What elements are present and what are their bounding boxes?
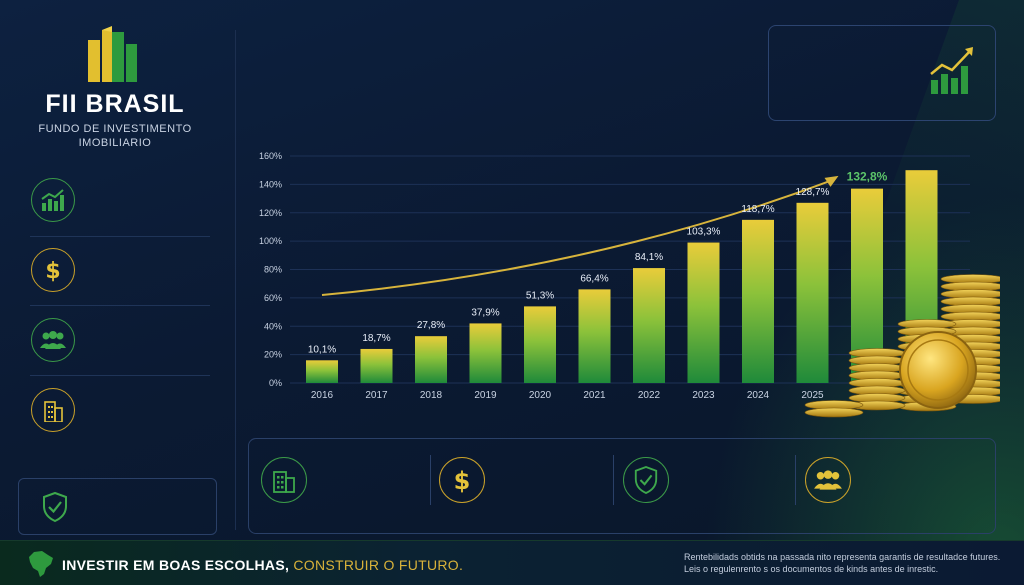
x-label-2020: 2020 — [529, 390, 552, 401]
building-icon[interactable] — [31, 388, 75, 432]
dollar-icon[interactable]: $ — [31, 248, 75, 292]
y-tick-label: 0% — [269, 378, 282, 388]
y-tick-label: 60% — [264, 293, 282, 303]
panel-separator — [795, 455, 796, 505]
building-icon[interactable] — [261, 457, 307, 503]
bar-2023 — [687, 242, 720, 383]
sidebar-separator — [235, 30, 236, 530]
y-tick-label: 20% — [264, 350, 282, 360]
people-icon[interactable] — [805, 457, 851, 503]
value-label-2026: 132,8% — [847, 170, 888, 184]
value-label-2017: 18,7% — [362, 333, 390, 344]
y-tick-label: 160% — [259, 151, 282, 161]
x-label-2017: 2017 — [365, 390, 388, 401]
value-label-2018: 27,8% — [417, 320, 445, 331]
value-label-2022: 84,1% — [635, 252, 663, 263]
bar-2021 — [578, 289, 611, 383]
x-label-2018: 2018 — [420, 390, 443, 401]
real-coin — [899, 331, 977, 409]
brand-logo-icon — [88, 26, 137, 82]
bar-2020 — [524, 306, 556, 383]
chart-x-labels: 2016 2017 2018 2019 2020 2021 2022 2023 2024 2025… — [311, 390, 879, 401]
bar-2025 — [796, 202, 829, 383]
sidebar: FII BRASIL FUNDO DE INVESTIMENTO IMOBILI… — [0, 0, 235, 540]
bar-2016 — [306, 360, 338, 383]
brand-subtitle-line1: FUNDO DE INVESTIMENTO — [38, 123, 192, 135]
svg-text:$: $ — [454, 467, 471, 494]
brand-subtitle-line2: IMOBILIARIO — [78, 137, 152, 149]
value-label-2023: 103,3% — [687, 227, 721, 238]
shield-check-icon[interactable] — [623, 457, 669, 503]
bar-2024 — [742, 219, 774, 383]
sidebar-security-box[interactable] — [18, 478, 217, 535]
svg-text:$: $ — [45, 259, 60, 283]
slogan-part2: CONSTRUIR O FUTURO. — [289, 557, 464, 573]
shield-check-icon — [35, 487, 75, 527]
chart-value-labels: 10,1% 18,7% 27,8% 37,9% 51,3% 66,4% 84,1% 103,3… — [308, 170, 888, 356]
bar-2017 — [360, 348, 393, 383]
disclaimer-line1: Rentebilidads obtids na passada nito rep… — [684, 552, 1001, 562]
coins-illustration — [804, 274, 1000, 418]
bottom-icon-panel: $ — [248, 438, 996, 534]
value-label-2019: 37,9% — [471, 307, 499, 318]
trend-arrow — [321, 179, 833, 297]
y-tick-label: 140% — [259, 179, 282, 189]
y-tick-label: 40% — [264, 321, 282, 331]
bar-2018 — [415, 336, 447, 383]
x-label-2023: 2023 — [692, 390, 715, 401]
sidebar-divider — [30, 305, 210, 306]
bar-2022 — [633, 268, 665, 383]
coin-stack-layer — [804, 407, 864, 418]
footer-slogan: INVESTIR EM BOAS ESCOLHAS, CONSTRUIR O F… — [62, 557, 463, 573]
footer-disclaimer: Rentebilidads obtids na passada nito rep… — [684, 551, 1004, 575]
value-label-2021: 66,4% — [580, 273, 608, 284]
sidebar-divider — [30, 236, 210, 237]
real-coin-rim — [907, 339, 969, 401]
brazil-map-icon — [29, 551, 53, 577]
chart-y-ticks: 0% 20% 40% 60% 80% 100% 120% 140% 160% — [259, 151, 282, 388]
y-tick-label: 100% — [259, 236, 282, 246]
y-tick-label: 120% — [259, 208, 282, 218]
disclaimer-line2: Leis o regulenrento s os documentos de k… — [684, 564, 939, 574]
value-label-2025: 128,7% — [796, 187, 830, 198]
panel-separator — [613, 455, 614, 505]
value-label-2024: 118,7% — [741, 204, 774, 215]
x-label-2025: 2025 — [801, 390, 824, 401]
trend-arrow-head — [824, 175, 839, 187]
top-right-panel — [768, 25, 996, 121]
chart-bars — [306, 170, 938, 383]
x-label-2024: 2024 — [747, 390, 770, 401]
brand-title: FII BRASIL — [45, 90, 185, 118]
y-tick-label: 80% — [264, 265, 282, 275]
growth-chart-icon[interactable] — [31, 178, 75, 222]
growth-chart-icon — [930, 47, 973, 94]
chart: 0% 20% 40% 60% 80% 100% 120% 140% 160% 10,1% 18,7… — [259, 151, 1000, 418]
x-label-2016: 2016 — [311, 390, 334, 401]
x-label-2022: 2022 — [638, 390, 661, 401]
footer: INVESTIR EM BOAS ESCOLHAS, CONSTRUIR O F… — [0, 540, 1024, 585]
x-label-2021: 2021 — [583, 390, 606, 401]
dollar-icon[interactable]: $ — [439, 457, 485, 503]
brand-subtitle: FUNDO DE INVESTIMENTO IMOBILIARIO — [30, 122, 200, 150]
x-label-2019: 2019 — [474, 390, 497, 401]
sidebar-divider — [30, 375, 210, 376]
value-label-2020: 51,3% — [526, 290, 554, 301]
slogan-part1: INVESTIR EM BOAS ESCOLHAS, — [62, 557, 290, 573]
people-icon[interactable] — [31, 318, 75, 362]
bar-2019 — [469, 323, 502, 383]
panel-separator — [430, 455, 431, 505]
value-label-2016: 10,1% — [308, 344, 336, 355]
